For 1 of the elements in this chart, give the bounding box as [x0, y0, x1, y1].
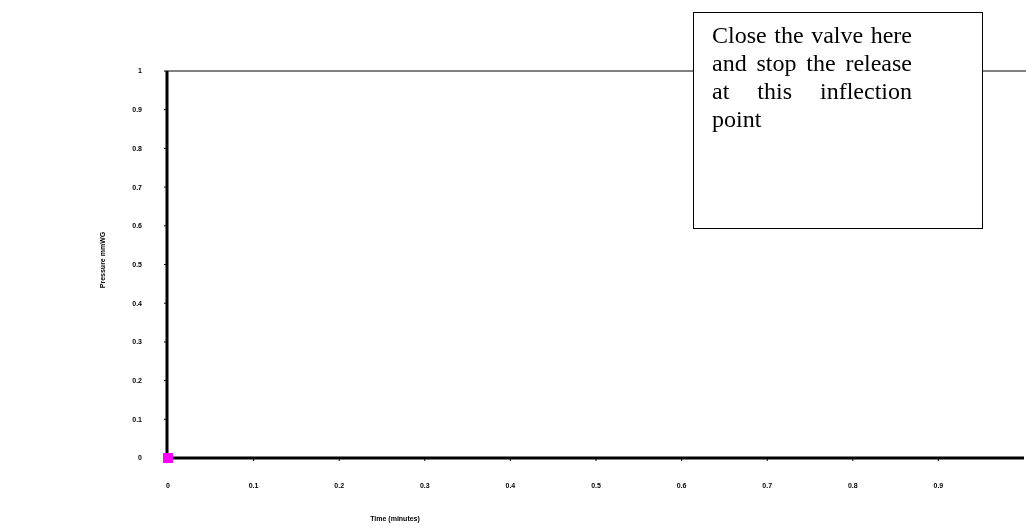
callout-box: Close the valve here and stop the release at this inflection point [693, 12, 983, 229]
